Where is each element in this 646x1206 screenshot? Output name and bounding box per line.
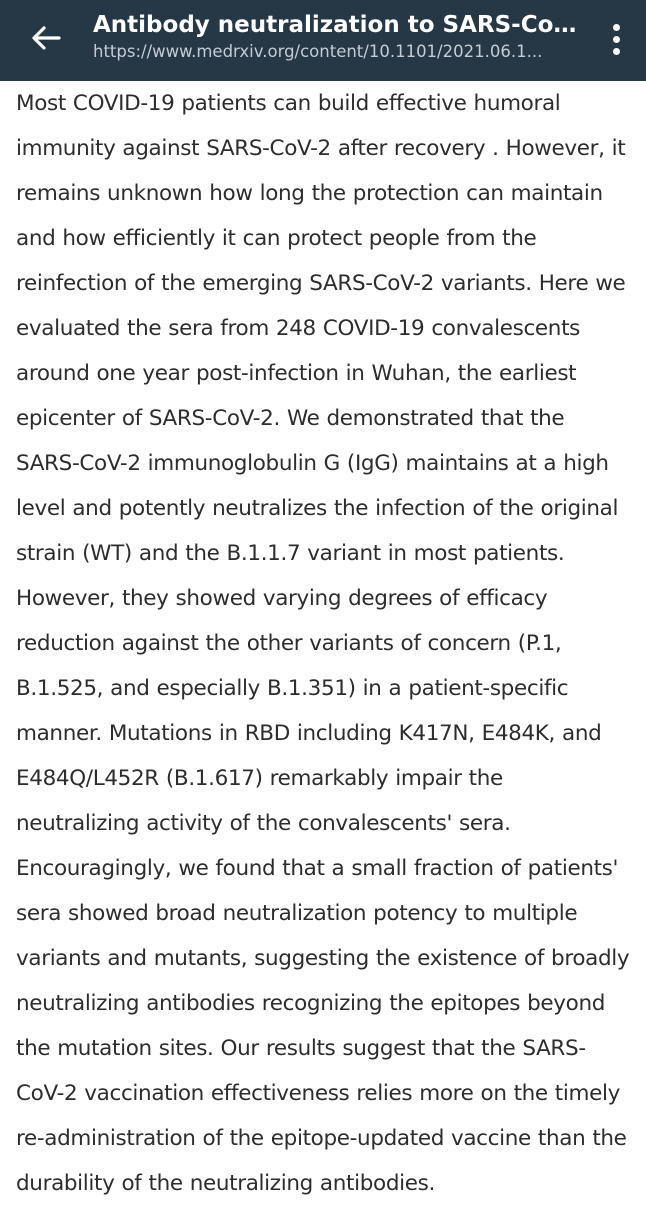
more-vertical-icon-dot <box>612 47 620 55</box>
abstract-text: Most COVID-19 patients can build effecti… <box>16 91 630 1196</box>
more-vertical-icon-dot <box>612 35 620 43</box>
more-vertical-icon <box>612 23 620 31</box>
page-title: Antibody neutralization to SARS-CoV-2 ..… <box>93 12 583 38</box>
article-content: Most COVID-19 patients can build effecti… <box>0 81 646 1206</box>
overflow-menu-button[interactable] <box>600 16 632 62</box>
title-block: Antibody neutralization to SARS-CoV-2 ..… <box>93 10 583 64</box>
arrow-left-icon <box>32 26 61 50</box>
page-url: https://www.medrxiv.org/content/10.1101/… <box>93 42 543 61</box>
back-button[interactable] <box>20 16 72 60</box>
app-bar: Antibody neutralization to SARS-CoV-2 ..… <box>0 0 646 81</box>
